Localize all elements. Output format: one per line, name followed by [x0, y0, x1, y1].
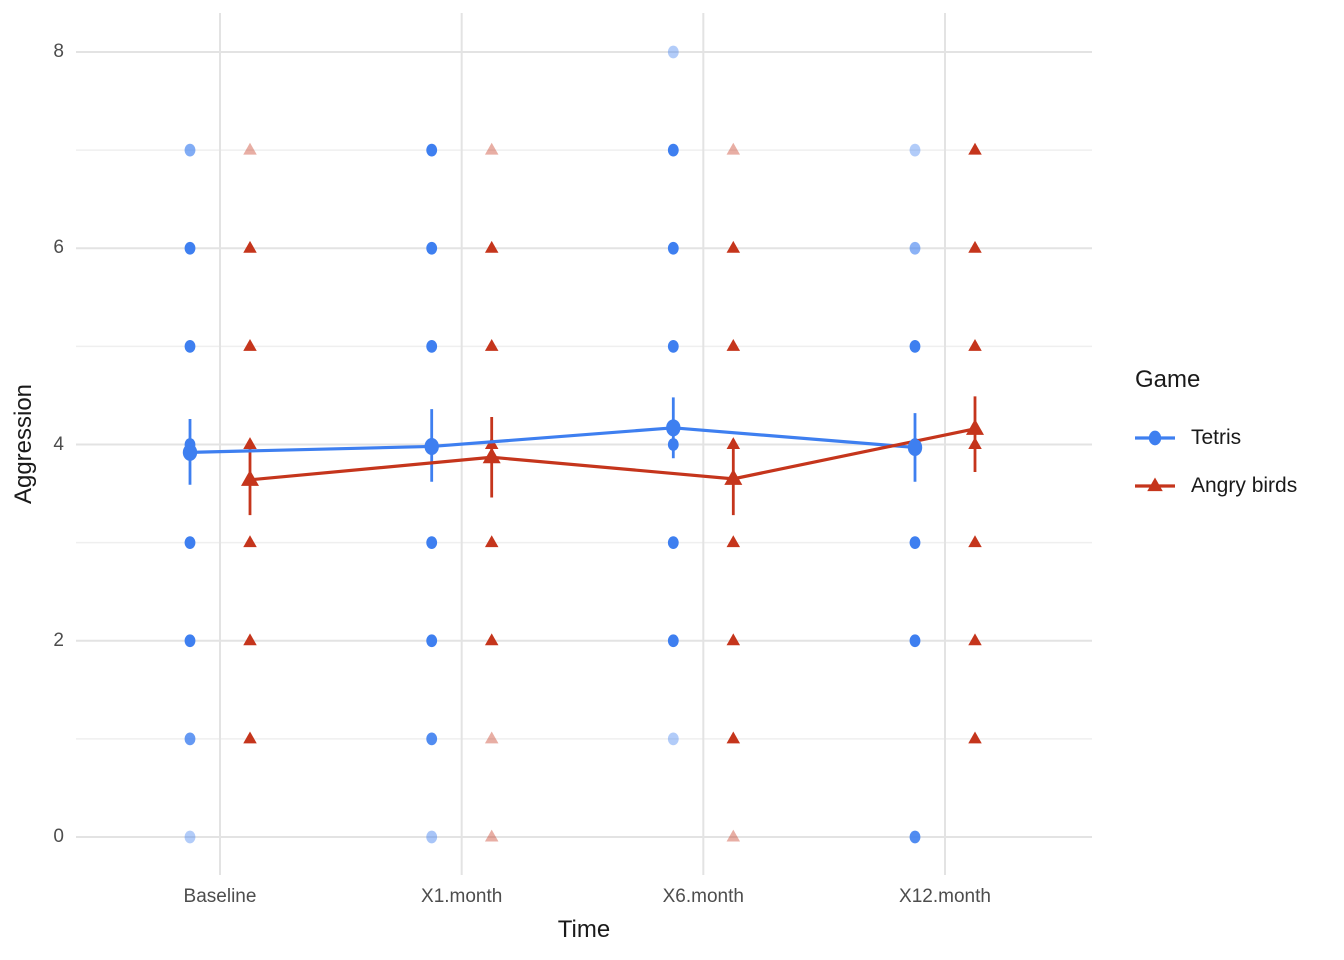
scatter-point [184, 143, 196, 157]
scatter-point [909, 143, 921, 157]
scatter-point [968, 339, 982, 351]
scatter-point [726, 633, 741, 646]
scatter-point [667, 340, 679, 353]
legend-item: Tetris [1135, 414, 1297, 462]
scatter-point [726, 339, 741, 351]
scatter-point [909, 241, 921, 255]
scatter-point [968, 731, 982, 744]
scatter-point [184, 732, 196, 746]
y-axis-tick-label: 4 [53, 433, 64, 455]
mean-point [724, 469, 743, 485]
scatter-point [667, 143, 679, 157]
scatter-point [667, 634, 679, 648]
scatter-point [726, 731, 741, 744]
x-axis-tick-label: X6.month [662, 886, 744, 907]
scatter-point [184, 634, 196, 648]
mean-point [182, 443, 198, 461]
scatter-point [667, 732, 679, 746]
scatter-point [243, 240, 257, 253]
scatter-point [909, 634, 921, 648]
legend: Game Tetris Angry birds [1135, 366, 1297, 510]
scatter-point [909, 536, 921, 549]
mean-point [241, 470, 259, 486]
scatter-point [968, 535, 982, 548]
y-axis-tick-label: 2 [53, 629, 64, 651]
scatter-point [968, 142, 982, 155]
x-axis-tick-label: X12.month [899, 886, 991, 907]
scatter-point [909, 340, 921, 353]
scatter-point [184, 241, 196, 255]
scatter-point [426, 830, 438, 844]
y-axis-tick-label: 0 [53, 826, 64, 847]
scatter-point [667, 536, 679, 549]
legend-item-label: Angry birds [1191, 474, 1298, 497]
scatter-point [667, 241, 679, 255]
scatter-point [968, 240, 982, 253]
mean-point [966, 418, 984, 435]
mean-point [482, 447, 501, 464]
scatter-point [726, 142, 741, 155]
scatter-point [184, 340, 196, 353]
scatter-point [484, 142, 499, 155]
legend-key-marker [1147, 477, 1163, 492]
x-axis-tick-label: X1.month [421, 886, 503, 907]
scatter-point [243, 535, 257, 548]
scatter-point [426, 340, 438, 353]
scatter-point [243, 339, 257, 351]
scatter-point [426, 536, 438, 549]
x-axis-tick-label: Baseline [183, 886, 257, 907]
legend-key-triangle-icon [1135, 477, 1175, 492]
scatter-point [726, 240, 741, 253]
legend-item: Angry birds [1135, 462, 1297, 510]
mean-point [424, 437, 439, 455]
scatter-point [426, 143, 438, 157]
scatter-point [726, 535, 741, 548]
scatter-point [484, 240, 499, 253]
scatter-point [426, 634, 438, 648]
legend-item-label: Tetris [1191, 426, 1242, 449]
scatter-point [909, 830, 921, 844]
scatter-point [243, 142, 257, 155]
scatter-point [484, 339, 499, 351]
x-axis-title: Time [557, 916, 611, 943]
mean-line [189, 426, 916, 454]
scatter-point [484, 829, 499, 842]
scatter-point [184, 536, 196, 549]
legend-key-marker [1148, 430, 1162, 446]
scatter-point [243, 633, 257, 646]
scatter-point [484, 731, 499, 744]
scatter-point [667, 45, 679, 59]
scatter-point [426, 732, 438, 746]
legend-key-circle-icon [1135, 430, 1175, 446]
scatter-point [426, 241, 438, 255]
scatter-point [184, 830, 196, 844]
scatter-point [726, 829, 741, 842]
legend-title: Game [1135, 366, 1201, 393]
scatter-point [968, 633, 982, 646]
mean-line [249, 427, 976, 482]
y-axis-tick-label: 8 [53, 41, 64, 62]
scatter-point [243, 731, 257, 744]
mean-point [666, 419, 681, 437]
mean-point [907, 438, 923, 456]
scatter-point [484, 633, 499, 646]
y-axis-title: Aggression [10, 383, 37, 505]
y-axis-tick-label: 6 [53, 237, 64, 259]
scatter-point [484, 535, 499, 548]
